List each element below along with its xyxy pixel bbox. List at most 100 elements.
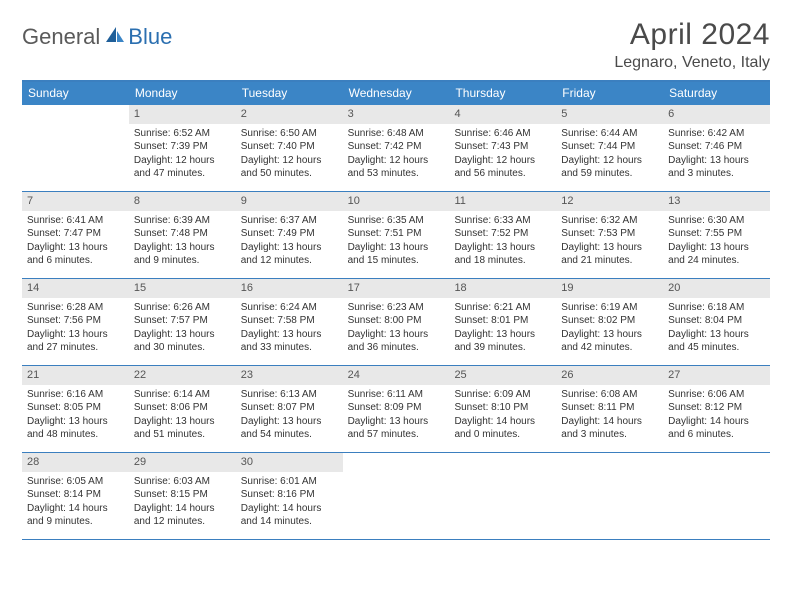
sunset-text: Sunset: 8:09 PM	[348, 401, 445, 415]
sunset-text: Sunset: 7:58 PM	[241, 314, 338, 328]
day-number: 6	[663, 105, 770, 124]
day-number: 22	[129, 366, 236, 385]
day-cell-30: 30Sunrise: 6:01 AMSunset: 8:16 PMDayligh…	[236, 453, 343, 539]
sunrise-text: Sunrise: 6:50 AM	[241, 127, 338, 141]
day-number: 16	[236, 279, 343, 298]
sunset-text: Sunset: 8:00 PM	[348, 314, 445, 328]
day-cell-20: 20Sunrise: 6:18 AMSunset: 8:04 PMDayligh…	[663, 279, 770, 365]
sunrise-text: Sunrise: 6:48 AM	[348, 127, 445, 141]
sunrise-text: Sunrise: 6:41 AM	[27, 214, 124, 228]
day-cell-11: 11Sunrise: 6:33 AMSunset: 7:52 PMDayligh…	[449, 192, 556, 278]
sunset-text: Sunset: 8:10 PM	[454, 401, 551, 415]
daylight-text: Daylight: 13 hours and 6 minutes.	[27, 241, 124, 268]
daylight-text: Daylight: 13 hours and 30 minutes.	[134, 328, 231, 355]
day-number: 15	[129, 279, 236, 298]
day-body: Sunrise: 6:41 AMSunset: 7:47 PMDaylight:…	[22, 211, 129, 272]
sunrise-text: Sunrise: 6:24 AM	[241, 301, 338, 315]
day-number: 24	[343, 366, 450, 385]
sunrise-text: Sunrise: 6:09 AM	[454, 388, 551, 402]
day-cell-7: 7Sunrise: 6:41 AMSunset: 7:47 PMDaylight…	[22, 192, 129, 278]
sunset-text: Sunset: 8:01 PM	[454, 314, 551, 328]
day-cell-25: 25Sunrise: 6:09 AMSunset: 8:10 PMDayligh…	[449, 366, 556, 452]
day-body: Sunrise: 6:01 AMSunset: 8:16 PMDaylight:…	[236, 472, 343, 533]
calendar-grid: SundayMondayTuesdayWednesdayThursdayFrid…	[22, 80, 770, 540]
dow-thursday: Thursday	[449, 82, 556, 105]
dow-tuesday: Tuesday	[236, 82, 343, 105]
sunset-text: Sunset: 7:48 PM	[134, 227, 231, 241]
day-body: Sunrise: 6:50 AMSunset: 7:40 PMDaylight:…	[236, 124, 343, 185]
dow-friday: Friday	[556, 82, 663, 105]
daylight-text: Daylight: 13 hours and 3 minutes.	[668, 154, 765, 181]
day-body: Sunrise: 6:09 AMSunset: 8:10 PMDaylight:…	[449, 385, 556, 446]
day-number: 9	[236, 192, 343, 211]
daylight-text: Daylight: 13 hours and 27 minutes.	[27, 328, 124, 355]
sunset-text: Sunset: 7:53 PM	[561, 227, 658, 241]
day-of-week-header: SundayMondayTuesdayWednesdayThursdayFrid…	[22, 82, 770, 105]
sunrise-text: Sunrise: 6:26 AM	[134, 301, 231, 315]
day-body: Sunrise: 6:11 AMSunset: 8:09 PMDaylight:…	[343, 385, 450, 446]
day-number: 11	[449, 192, 556, 211]
day-body: Sunrise: 6:28 AMSunset: 7:56 PMDaylight:…	[22, 298, 129, 359]
day-number: 19	[556, 279, 663, 298]
day-cell-28: 28Sunrise: 6:05 AMSunset: 8:14 PMDayligh…	[22, 453, 129, 539]
daylight-text: Daylight: 13 hours and 54 minutes.	[241, 415, 338, 442]
day-number: 8	[129, 192, 236, 211]
sunrise-text: Sunrise: 6:37 AM	[241, 214, 338, 228]
daylight-text: Daylight: 13 hours and 45 minutes.	[668, 328, 765, 355]
day-body: Sunrise: 6:33 AMSunset: 7:52 PMDaylight:…	[449, 211, 556, 272]
dow-monday: Monday	[129, 82, 236, 105]
dow-sunday: Sunday	[22, 82, 129, 105]
day-body: Sunrise: 6:06 AMSunset: 8:12 PMDaylight:…	[663, 385, 770, 446]
daylight-text: Daylight: 13 hours and 57 minutes.	[348, 415, 445, 442]
day-cell-18: 18Sunrise: 6:21 AMSunset: 8:01 PMDayligh…	[449, 279, 556, 365]
day-body: Sunrise: 6:19 AMSunset: 8:02 PMDaylight:…	[556, 298, 663, 359]
daylight-text: Daylight: 13 hours and 24 minutes.	[668, 241, 765, 268]
daylight-text: Daylight: 13 hours and 51 minutes.	[134, 415, 231, 442]
sunrise-text: Sunrise: 6:30 AM	[668, 214, 765, 228]
sunset-text: Sunset: 7:47 PM	[27, 227, 124, 241]
day-cell-29: 29Sunrise: 6:03 AMSunset: 8:15 PMDayligh…	[129, 453, 236, 539]
day-cell-5: 5Sunrise: 6:44 AMSunset: 7:44 PMDaylight…	[556, 105, 663, 191]
daylight-text: Daylight: 14 hours and 3 minutes.	[561, 415, 658, 442]
daylight-text: Daylight: 13 hours and 9 minutes.	[134, 241, 231, 268]
sunrise-text: Sunrise: 6:03 AM	[134, 475, 231, 489]
sunset-text: Sunset: 8:14 PM	[27, 488, 124, 502]
sunset-text: Sunset: 8:05 PM	[27, 401, 124, 415]
day-cell-4: 4Sunrise: 6:46 AMSunset: 7:43 PMDaylight…	[449, 105, 556, 191]
day-body: Sunrise: 6:21 AMSunset: 8:01 PMDaylight:…	[449, 298, 556, 359]
sunset-text: Sunset: 8:16 PM	[241, 488, 338, 502]
day-cell-2: 2Sunrise: 6:50 AMSunset: 7:40 PMDaylight…	[236, 105, 343, 191]
day-number: 27	[663, 366, 770, 385]
day-cell-3: 3Sunrise: 6:48 AMSunset: 7:42 PMDaylight…	[343, 105, 450, 191]
daylight-text: Daylight: 14 hours and 6 minutes.	[668, 415, 765, 442]
day-body: Sunrise: 6:23 AMSunset: 8:00 PMDaylight:…	[343, 298, 450, 359]
day-cell-23: 23Sunrise: 6:13 AMSunset: 8:07 PMDayligh…	[236, 366, 343, 452]
sunrise-text: Sunrise: 6:14 AM	[134, 388, 231, 402]
day-number: 3	[343, 105, 450, 124]
day-cell-15: 15Sunrise: 6:26 AMSunset: 7:57 PMDayligh…	[129, 279, 236, 365]
sunrise-text: Sunrise: 6:46 AM	[454, 127, 551, 141]
sunset-text: Sunset: 8:11 PM	[561, 401, 658, 415]
day-body: Sunrise: 6:16 AMSunset: 8:05 PMDaylight:…	[22, 385, 129, 446]
day-number: 23	[236, 366, 343, 385]
page-title: April 2024	[614, 18, 770, 52]
day-number: 13	[663, 192, 770, 211]
sunrise-text: Sunrise: 6:52 AM	[134, 127, 231, 141]
daylight-text: Daylight: 13 hours and 39 minutes.	[454, 328, 551, 355]
sunrise-text: Sunrise: 6:18 AM	[668, 301, 765, 315]
daylight-text: Daylight: 12 hours and 53 minutes.	[348, 154, 445, 181]
sunset-text: Sunset: 7:57 PM	[134, 314, 231, 328]
daylight-text: Daylight: 13 hours and 12 minutes.	[241, 241, 338, 268]
day-cell-8: 8 Sunrise: 6:39 AMSunset: 7:48 PMDaylight…	[129, 192, 236, 278]
day-body: Sunrise: 6:26 AMSunset: 7:57 PMDaylight:…	[129, 298, 236, 359]
daylight-text: Daylight: 13 hours and 21 minutes.	[561, 241, 658, 268]
sunrise-text: Sunrise: 6:39 AM	[134, 214, 231, 228]
sunrise-text: Sunrise: 6:01 AM	[241, 475, 338, 489]
daylight-text: Daylight: 14 hours and 9 minutes.	[27, 502, 124, 529]
sunrise-text: Sunrise: 6:21 AM	[454, 301, 551, 315]
empty-cell	[663, 453, 770, 539]
sunset-text: Sunset: 8:15 PM	[134, 488, 231, 502]
daylight-text: Daylight: 14 hours and 0 minutes.	[454, 415, 551, 442]
daylight-text: Daylight: 13 hours and 48 minutes.	[27, 415, 124, 442]
day-number: 30	[236, 453, 343, 472]
